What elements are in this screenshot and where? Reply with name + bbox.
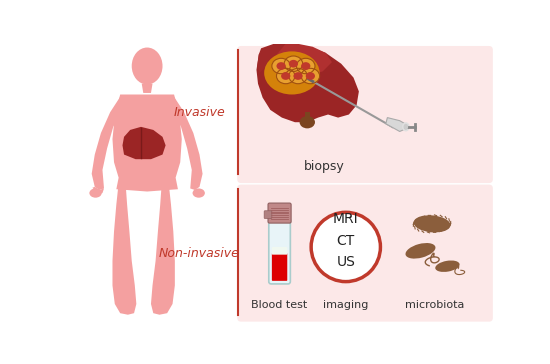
- Text: Invasive: Invasive: [174, 106, 226, 119]
- FancyBboxPatch shape: [269, 218, 290, 284]
- Polygon shape: [142, 84, 152, 93]
- FancyBboxPatch shape: [237, 185, 493, 322]
- Ellipse shape: [306, 72, 315, 80]
- Ellipse shape: [289, 68, 307, 84]
- Polygon shape: [92, 97, 123, 190]
- Polygon shape: [386, 118, 405, 131]
- Ellipse shape: [311, 212, 381, 282]
- Ellipse shape: [284, 56, 303, 71]
- FancyBboxPatch shape: [268, 203, 291, 223]
- Ellipse shape: [402, 122, 410, 131]
- Text: biopsy: biopsy: [304, 159, 345, 173]
- Polygon shape: [269, 44, 332, 76]
- Text: imaging: imaging: [323, 300, 368, 310]
- Ellipse shape: [89, 189, 102, 198]
- Ellipse shape: [296, 58, 315, 74]
- Polygon shape: [151, 183, 175, 315]
- Polygon shape: [305, 112, 310, 118]
- FancyBboxPatch shape: [264, 211, 272, 218]
- Ellipse shape: [264, 51, 320, 95]
- Polygon shape: [123, 127, 166, 159]
- Ellipse shape: [281, 72, 290, 80]
- Polygon shape: [256, 44, 359, 122]
- Text: microbiota: microbiota: [405, 300, 464, 310]
- Polygon shape: [112, 183, 136, 315]
- Polygon shape: [257, 44, 286, 73]
- Ellipse shape: [301, 62, 310, 70]
- Ellipse shape: [132, 48, 163, 84]
- Ellipse shape: [277, 62, 286, 70]
- Ellipse shape: [405, 243, 436, 258]
- Ellipse shape: [192, 189, 205, 198]
- Polygon shape: [172, 97, 202, 190]
- Text: MRI
CT
US: MRI CT US: [333, 212, 359, 269]
- Polygon shape: [117, 178, 178, 191]
- Ellipse shape: [272, 58, 290, 74]
- Ellipse shape: [294, 72, 302, 80]
- Ellipse shape: [435, 261, 460, 272]
- Ellipse shape: [404, 124, 408, 130]
- Text: Blood test: Blood test: [251, 300, 307, 310]
- Ellipse shape: [300, 116, 315, 128]
- FancyBboxPatch shape: [272, 247, 287, 255]
- Polygon shape: [112, 95, 182, 185]
- FancyBboxPatch shape: [237, 46, 493, 183]
- Text: Non-invasive: Non-invasive: [159, 247, 240, 260]
- Ellipse shape: [277, 68, 295, 84]
- FancyBboxPatch shape: [272, 253, 287, 281]
- Ellipse shape: [414, 215, 450, 233]
- Polygon shape: [92, 187, 104, 195]
- Ellipse shape: [289, 60, 298, 68]
- Ellipse shape: [301, 68, 320, 84]
